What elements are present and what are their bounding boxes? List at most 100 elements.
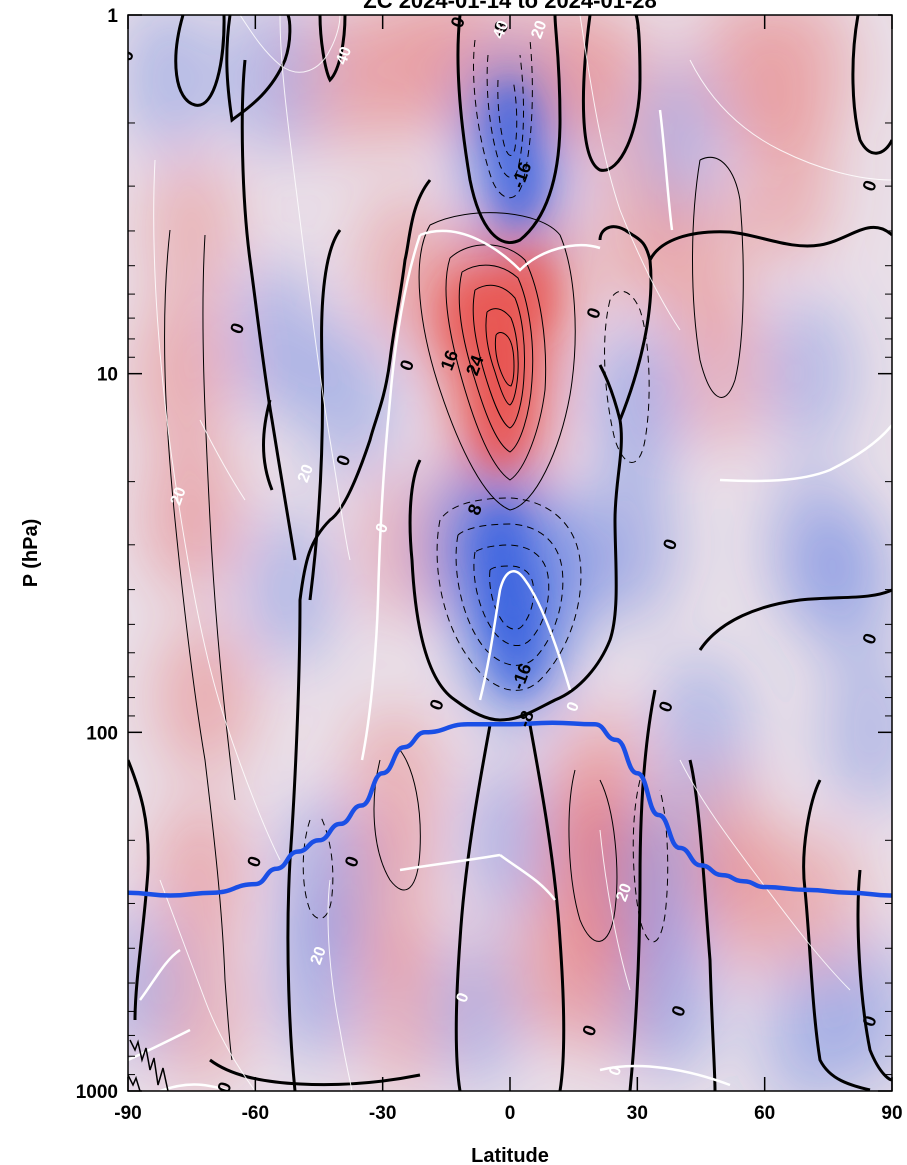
anomaly-cell <box>228 260 325 417</box>
anomaly-cell <box>135 295 232 452</box>
x-tick-label: 60 <box>754 1103 775 1124</box>
anomaly-cell-core <box>494 146 543 227</box>
zero-contour <box>648 225 892 261</box>
x-axis-title: Latitude <box>471 1145 549 1165</box>
anomaly-cell <box>580 466 677 623</box>
anomaly-cell <box>300 324 397 481</box>
x-tick-label: 90 <box>881 1103 902 1124</box>
anomaly-cell <box>241 511 338 668</box>
anomaly-cell <box>822 933 892 1090</box>
negative-contour <box>455 523 564 666</box>
x-tick-label: -60 <box>242 1103 269 1124</box>
anomaly-cell-core <box>486 82 534 163</box>
x-tick-label: -90 <box>114 1103 141 1124</box>
zero-contour <box>454 724 492 1091</box>
zero-contour <box>856 869 892 1082</box>
negative-contour <box>489 565 535 630</box>
zero-contour <box>318 15 347 83</box>
anomaly-cell-core <box>507 254 556 335</box>
contour-label: 20 <box>613 881 635 904</box>
anomaly-cell <box>347 706 444 863</box>
anomaly-cell <box>156 619 253 776</box>
white-contour <box>153 159 281 861</box>
y-tick-label: 10 <box>97 365 118 386</box>
white-bold-contour <box>419 229 601 272</box>
white-contour <box>159 879 256 1091</box>
contour-label: 0 <box>116 47 138 63</box>
zero-contour <box>851 15 892 155</box>
contour-label: 20 <box>308 944 330 967</box>
zero-contour <box>262 399 274 491</box>
anomaly-cell <box>759 295 856 452</box>
zero-contour <box>581 15 642 172</box>
negative-contours <box>302 39 669 943</box>
anomaly-cell <box>767 825 864 982</box>
anomaly-cell <box>822 654 892 811</box>
contour-label: 40 <box>490 18 512 41</box>
positive-contour <box>494 332 515 387</box>
white-contour <box>279 15 351 561</box>
white-bold-contour <box>599 1064 731 1087</box>
zero-contour <box>174 15 226 107</box>
zero-contour <box>308 229 342 601</box>
negative-contour <box>632 779 669 943</box>
anomaly-cell <box>589 324 686 481</box>
white-bold-contour <box>360 234 422 761</box>
y-tick-label: 100 <box>86 723 118 744</box>
zero-contour <box>598 225 653 421</box>
positive-contour <box>472 284 525 429</box>
anomaly-cell <box>674 295 771 452</box>
zero-contour <box>128 759 150 1021</box>
negative-contour <box>604 290 650 463</box>
y-minor-ticks <box>128 122 892 1076</box>
white-bold-contour <box>128 1028 191 1062</box>
anomaly-cell <box>695 825 792 982</box>
axes: -90 -60 -30 0 30 60 90 1000 100 10 1 <box>76 6 903 1124</box>
anomaly-field-core <box>443 82 556 693</box>
zero-contour <box>209 1058 421 1087</box>
positive-contour <box>202 234 236 801</box>
anomaly-cell <box>355 933 452 1090</box>
zero-contour <box>456 15 562 244</box>
white-contour <box>689 59 892 181</box>
anomaly-cell <box>143 152 240 309</box>
white-bold-contour <box>719 424 892 483</box>
negative-contour <box>302 814 334 919</box>
white-contours <box>153 15 892 1091</box>
negative-contour <box>473 39 533 198</box>
white-bold-contour <box>478 570 572 701</box>
white-contour <box>327 879 353 1091</box>
chart-title: ZC 2024-01-14 to 2024-01-28 <box>363 0 657 13</box>
zero-contour <box>528 724 566 1091</box>
y-tick-label: 1000 <box>76 1082 118 1103</box>
zero-contours <box>128 15 892 1091</box>
white-contour <box>239 15 341 73</box>
x-tick-label: 0 <box>505 1103 516 1124</box>
contour-label: 20 <box>295 462 317 485</box>
surface-noise <box>128 1039 169 1091</box>
anomaly-cell-core <box>443 278 492 359</box>
positive-contour <box>445 244 547 481</box>
contour-label: 20 <box>528 18 550 41</box>
white-bold-contour <box>499 853 556 901</box>
contour-label: -8 <box>514 708 538 730</box>
surface-noise-line <box>128 1074 141 1091</box>
white-contour <box>579 15 681 331</box>
anomaly-cell <box>143 438 240 595</box>
positive-contour <box>373 749 421 891</box>
positive-contour <box>485 308 519 406</box>
zero-contour <box>225 15 292 123</box>
x-tick-label: -30 <box>369 1103 396 1124</box>
tropopause-line <box>128 720 892 898</box>
anomaly-cell <box>801 511 892 668</box>
zero-contour <box>698 588 892 651</box>
anomaly-cell <box>271 905 367 1062</box>
negative-contour <box>473 544 550 647</box>
negative-contour <box>486 54 525 178</box>
white-contour <box>599 829 631 991</box>
anomaly-cell <box>128 15 219 157</box>
positive-contours <box>164 157 744 1061</box>
y-tick-label: 1 <box>107 6 118 27</box>
